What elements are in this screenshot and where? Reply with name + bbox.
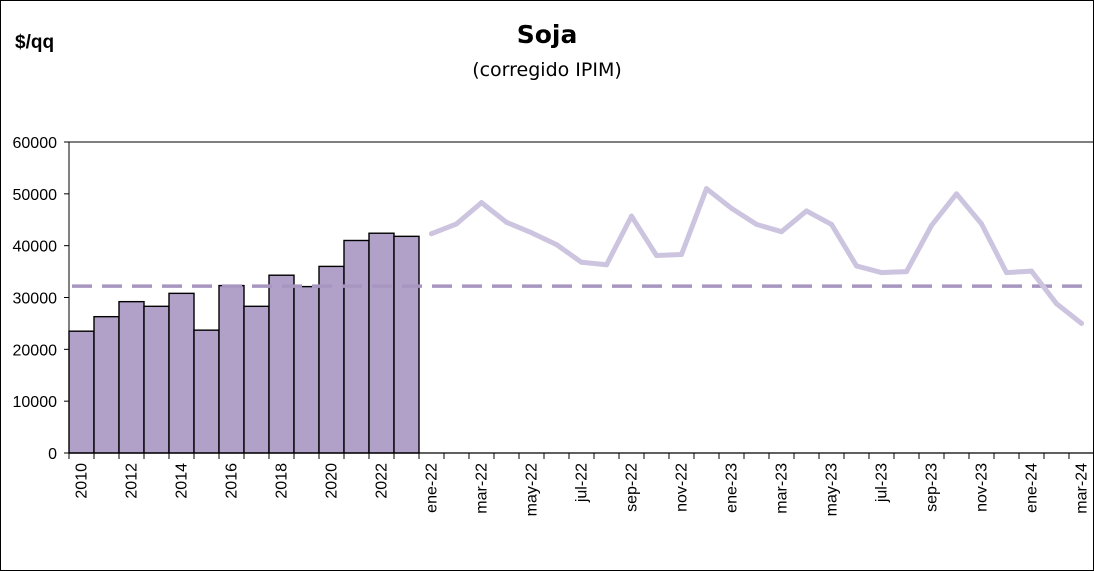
- x-tick-label: ene-22: [424, 463, 441, 513]
- y-tick-label: 30000: [13, 291, 58, 308]
- line-point: [729, 205, 734, 211]
- x-tick-label: mar-24: [1074, 463, 1091, 514]
- bar: [268, 274, 295, 454]
- x-tick-label: sep-23: [924, 463, 941, 512]
- line-point: [904, 269, 909, 275]
- line-point: [529, 230, 534, 236]
- line-point: [654, 253, 659, 259]
- x-tick-label: 2012: [124, 463, 141, 499]
- y-tick-label: 0: [48, 446, 57, 463]
- y-tick-label: 50000: [13, 187, 58, 204]
- bar: [93, 315, 120, 454]
- line-point: [629, 213, 634, 219]
- x-tick-label: may-23: [824, 463, 841, 516]
- y-tick-label: 40000: [13, 239, 58, 256]
- line-point: [1079, 320, 1084, 326]
- x-tick-label: 2022: [374, 463, 391, 499]
- x-tick-label: 2010: [74, 463, 91, 499]
- line-point: [554, 242, 559, 248]
- line-point: [429, 231, 434, 237]
- bar: [118, 300, 145, 454]
- bar: [218, 284, 245, 454]
- line-point: [704, 186, 709, 192]
- x-tick-label: 2020: [324, 463, 341, 499]
- bar: [243, 305, 270, 454]
- line-point: [829, 221, 834, 227]
- chart-title: Soja: [516, 20, 578, 49]
- x-tick-label: may-22: [524, 463, 541, 516]
- x-tick-label: ene-24: [1024, 463, 1041, 513]
- line-point: [479, 200, 484, 206]
- x-tick-label: sep-22: [624, 463, 641, 512]
- x-tick-label: 2016: [224, 463, 241, 499]
- line-series: [429, 186, 1084, 326]
- line-point: [604, 262, 609, 268]
- bar: [168, 292, 195, 454]
- line-point: [804, 208, 809, 214]
- bar: [368, 232, 395, 454]
- bar: [68, 330, 95, 454]
- line-point: [1004, 270, 1009, 276]
- x-tick-label: 2018: [274, 463, 291, 499]
- line-point: [879, 270, 884, 276]
- y-tick-label: 60000: [13, 135, 58, 152]
- line-point: [679, 251, 684, 257]
- x-tick-label: mar-22: [474, 463, 491, 514]
- y-tick-label: 10000: [13, 394, 58, 411]
- line-point: [979, 221, 984, 227]
- x-tick-label: jul-23: [874, 463, 891, 503]
- line-point: [754, 221, 759, 227]
- y-axis-unit-label: $/qq: [15, 32, 55, 53]
- x-tick-label: nov-23: [974, 463, 991, 512]
- x-tick-label: nov-22: [674, 463, 691, 512]
- line-point: [579, 259, 584, 265]
- line-point: [454, 221, 459, 227]
- bar: [293, 285, 320, 454]
- x-tick-label: mar-23: [774, 463, 791, 514]
- x-tick-label: jul-22: [574, 463, 591, 503]
- y-tick-label: 20000: [13, 342, 58, 359]
- bar: [393, 235, 420, 454]
- line-point: [854, 263, 859, 269]
- line-point: [1054, 301, 1059, 307]
- chart-subtitle: (corregido IPIM): [472, 59, 622, 81]
- x-tick-label: 2014: [174, 463, 191, 499]
- line-point: [929, 222, 934, 228]
- x-tick-label: ene-23: [724, 463, 741, 513]
- line-point: [954, 191, 959, 197]
- bar: [343, 239, 370, 454]
- bar: [193, 329, 220, 454]
- line-point: [779, 229, 784, 235]
- line-point: [1029, 268, 1034, 274]
- bar: [143, 305, 170, 454]
- bar: [318, 265, 345, 454]
- line-point: [504, 219, 509, 225]
